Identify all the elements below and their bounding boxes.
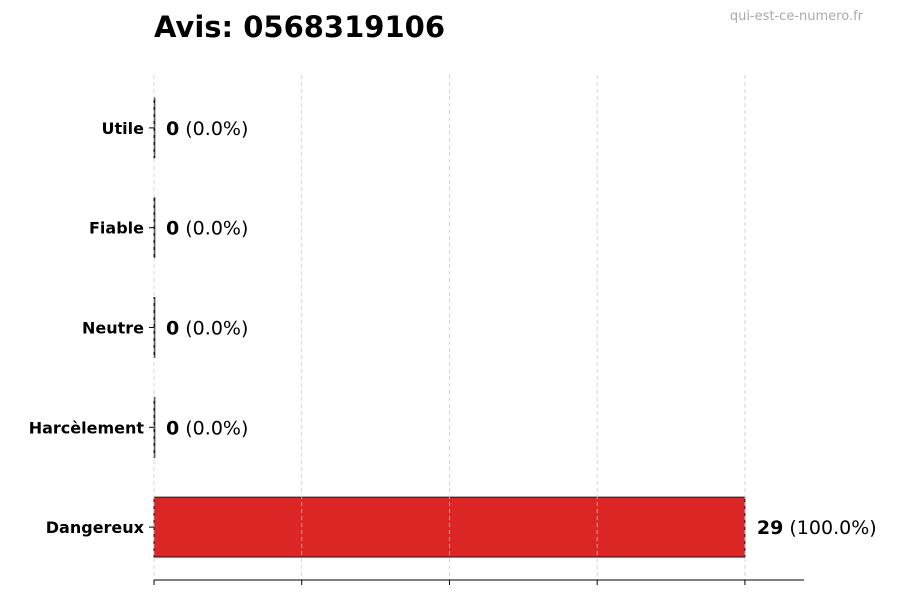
data-label-2: 0 (0.0%) [166, 318, 248, 340]
watermark: qui-est-ce-numero.fr [729, 9, 863, 24]
y-tick-label-4: Utile [102, 119, 145, 138]
data-label-percent: (0.0%) [179, 118, 248, 140]
data-label-percent: (0.0%) [179, 318, 248, 340]
y-tick-label-1: Harcèlement [29, 418, 145, 437]
data-label-0: 29 (100.0%) [757, 517, 877, 539]
bar-3 [153, 197, 156, 259]
data-label-1: 0 (0.0%) [166, 417, 248, 439]
data-label-4: 0 (0.0%) [166, 118, 248, 140]
chart-title: Avis: 0568319106 [154, 10, 445, 44]
y-tick-label-2: Neutre [82, 319, 144, 338]
y-tick-label-0: Dangereux [46, 518, 145, 537]
data-label-count: 0 [166, 118, 179, 140]
data-label-percent: (0.0%) [179, 417, 248, 439]
data-label-percent: (0.0%) [179, 218, 248, 240]
data-label-count: 29 [757, 517, 783, 539]
y-tick-label-3: Fiable [89, 219, 144, 238]
data-label-percent: (100.0%) [783, 517, 876, 539]
data-label-count: 0 [166, 318, 179, 340]
data-label-3: 0 (0.0%) [166, 218, 248, 240]
data-label-count: 0 [166, 417, 179, 439]
bar-0 [153, 496, 746, 558]
data-label-count: 0 [166, 218, 179, 240]
